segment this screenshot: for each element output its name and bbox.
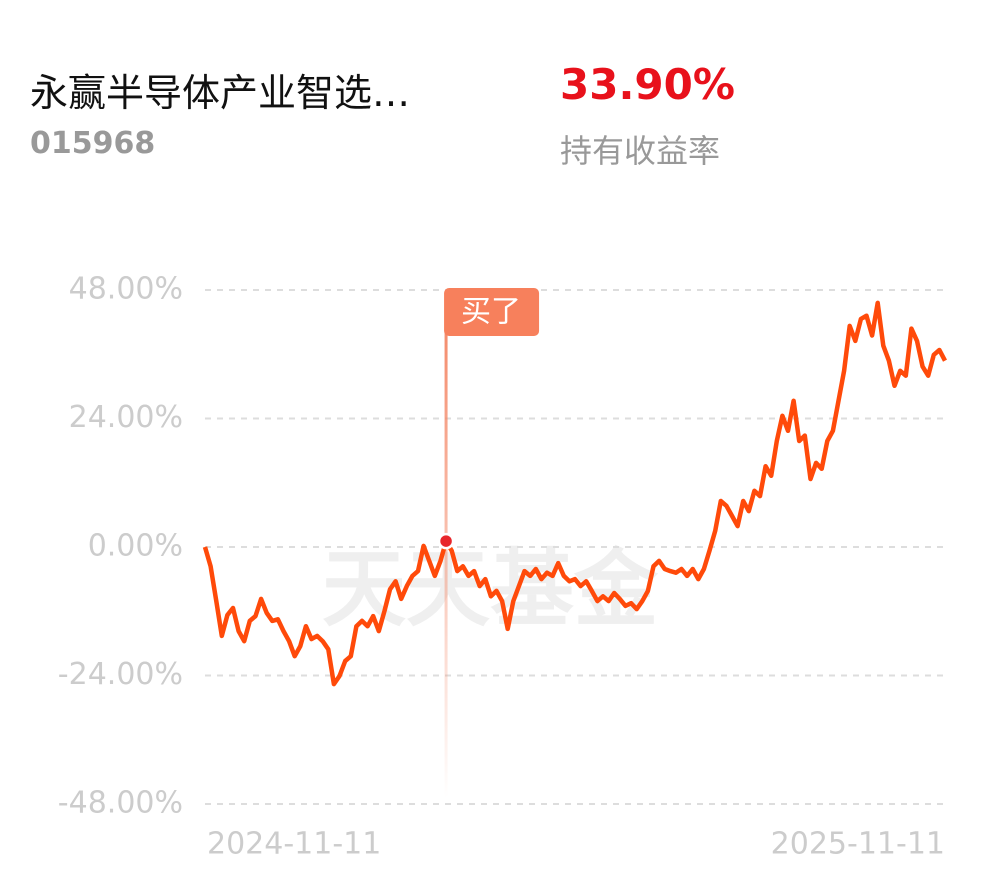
y-tick-label: -48.00%: [58, 786, 183, 821]
buy-marker[interactable]: 买了: [444, 288, 540, 336]
buy-line: [444, 320, 448, 798]
line-series: [202, 300, 947, 687]
y-tick-label: 48.00%: [69, 272, 183, 307]
y-tick-label: 24.00%: [69, 400, 183, 435]
buy-label-box: [444, 288, 540, 336]
buy-point: [437, 532, 455, 550]
fund-code: 015968: [30, 126, 156, 161]
buy-label: 买了: [461, 295, 521, 330]
return-value: 33.90%: [560, 60, 735, 109]
x-tick-label: 2024-11-11: [207, 827, 381, 862]
y-tick-label: 0.00%: [88, 529, 183, 564]
fund-title[interactable]: 永赢半导体产业智选…: [30, 71, 411, 115]
y-tick-label: -24.00%: [58, 657, 183, 692]
x-tick-label: 2025-11-11: [771, 827, 945, 862]
return-label: 持有收益率: [560, 132, 721, 170]
